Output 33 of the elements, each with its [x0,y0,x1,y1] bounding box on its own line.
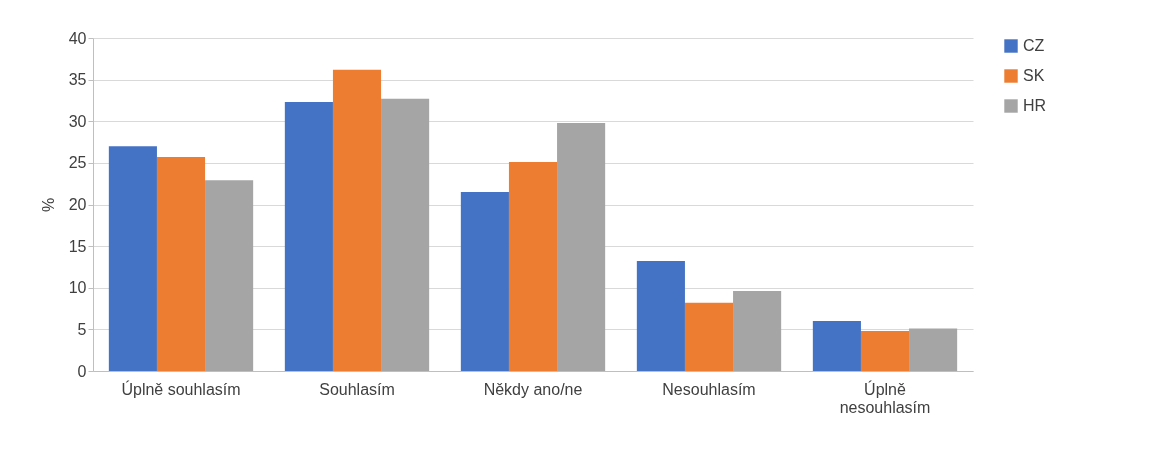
x-tick-label: Nesouhlasím [662,380,756,398]
bar [860,331,910,371]
bar [205,180,254,371]
x-tick-label: Někdy ano/ne [483,380,583,398]
y-tick-label: 35 [68,71,87,89]
legend-label: HR [1023,97,1047,114]
bar [284,102,333,371]
bar [557,122,606,371]
y-axis-title: % [39,197,57,213]
bar [156,157,206,371]
y-tick-label: 10 [68,279,87,297]
bar [381,98,430,371]
x-tick-label: Souhlasím [319,380,395,398]
y-tick-label: 20 [68,196,87,213]
bar [733,291,782,371]
bar [684,302,734,371]
bar [636,261,685,371]
y-tick-label: 30 [68,112,87,130]
bar [460,192,509,371]
y-tick-label: 25 [68,154,87,172]
x-tick-label: Úplně souhlasím [121,379,241,398]
y-tick-label: 5 [77,320,87,338]
legend-label: SK [1023,67,1045,84]
bar [909,328,958,371]
bar [812,321,861,371]
legend-label: CZ [1023,37,1045,54]
bar [108,146,157,371]
y-tick-label: 15 [68,237,87,255]
x-tick-label: Úplně nesouhlasím [839,379,931,416]
y-tick-label: 40 [68,29,87,47]
bar [508,162,558,371]
bar [332,69,382,371]
y-tick-label: 0 [77,362,87,380]
